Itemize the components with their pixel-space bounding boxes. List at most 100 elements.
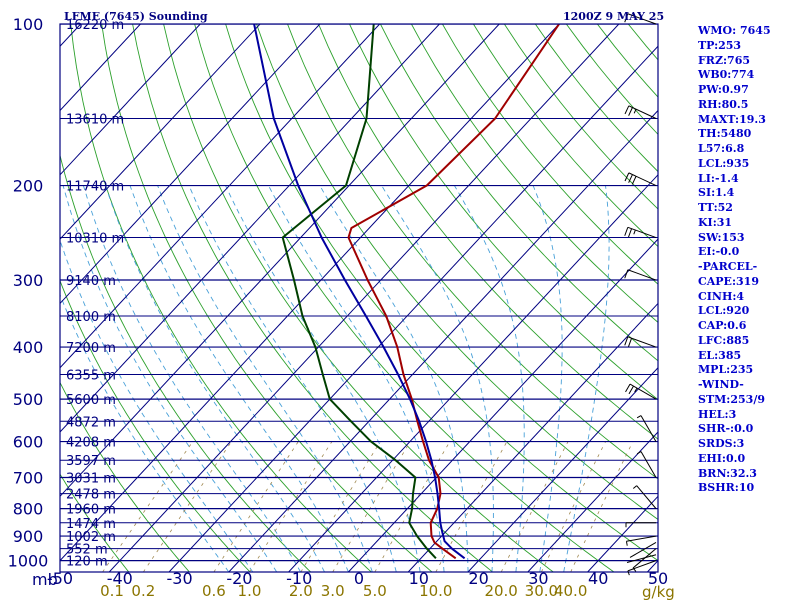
moist-adiabat-line [62,185,278,572]
mixing-ratio-line [213,441,299,572]
isotherm-line [60,24,560,562]
mixing-ratio-line [332,441,411,572]
moist-adiabat-line [157,185,373,572]
pressure-unit-label: mb [32,570,58,589]
mixing-ratio-tick-label: 0.2 [131,582,155,600]
dry-adiabat-line [60,381,190,572]
index-row: LCL:920 [698,304,750,318]
wind-barb-staff [627,560,657,572]
temperature-tick-label: 0 [354,569,364,588]
index-row: RH:80.5 [698,97,749,111]
wind-barb-flag [624,227,629,236]
wind-barb-half-flag [632,485,638,489]
wind-barb-flag [624,172,630,182]
temperature-tick-label: 40 [588,569,608,588]
dry-adiabat-line [256,24,658,520]
pressure-tick-label: 500 [13,390,44,409]
wind-barb-flag [624,269,629,279]
wind-barb-flag [631,176,637,185]
isotherm-line [60,24,440,433]
chart-title-time: 1200Z 9 MAY 25 [563,10,664,23]
temperature-tick-label: -20 [226,569,252,588]
pressure-tick-label: 300 [13,271,44,290]
wind-barb [625,383,657,400]
index-row: LCL:935 [698,156,750,170]
wind-barb-flag [628,107,633,116]
wind-barb-staff [629,383,657,400]
index-row: L57:6.8 [698,142,745,155]
wind-barb-flag [624,105,630,115]
wind-barb-staff [632,548,657,569]
isotherm-line [407,302,658,572]
wind-barb [629,542,657,558]
moist-adiabat-line [188,185,397,572]
index-row: HEL:3 [698,407,737,421]
height-level-label: 1960 m [66,503,116,518]
dry-adiabat-line [318,24,658,440]
pressure-tick-label: 200 [13,177,44,196]
dry-adiabat-line [60,473,130,572]
wind-barb [632,485,657,509]
index-row: TP:253 [698,38,742,52]
mixing-ratio-tick-label: 30.0 [525,582,558,600]
temperature-tick-label: 50 [648,569,668,588]
wind-barb [624,13,657,25]
moist-adiabat-line [82,185,301,572]
isotherm-line [228,109,658,572]
wind-barb-staff [627,226,657,239]
dry-adiabat-line [349,24,658,401]
isotherm-line [60,24,261,240]
dry-adiabat-line [132,24,493,572]
pressure-tick-label: 800 [13,500,44,519]
wind-barb [636,415,657,442]
isotherm-line [108,24,620,572]
moist-adiabat-line [381,185,494,572]
index-row: WMO: 7645 [698,24,771,37]
index-row: SHR-:0.0 [698,422,754,436]
index-row: MAXT:19.3 [698,112,766,126]
index-row: CINH:4 [698,289,745,303]
height-level-label: 4208 m [66,436,116,451]
height-level-label: 9140 m [66,274,116,289]
pressure-tick-label: 700 [13,469,44,488]
dry-adiabat-line [225,24,658,562]
mixing-ratio-tick-label: 1.0 [238,582,262,600]
height-level-label: 16220 m [66,18,124,33]
index-row: TT:52 [698,201,733,214]
wind-barb [624,336,657,348]
wind-barb-half-flag [634,387,638,393]
index-row: EI:-0.0 [698,245,740,259]
temperature-tick-label: -50 [47,569,73,588]
isotherm-line [168,45,658,572]
index-row: MPL:235 [698,363,754,377]
wind-barb-half-flag [636,415,642,419]
isotherm-line [60,24,500,498]
wind-barb-flag [628,385,634,395]
height-level-label: 1474 m [66,517,116,532]
isotherm-line [60,24,381,369]
moist-adiabat-line [454,185,525,572]
wind-barb [624,226,657,239]
parcel-profile-line [253,24,466,560]
mixing-ratio-line [300,441,381,572]
dry-adiabat-line [163,24,554,572]
pressure-tick-label: 400 [13,338,44,357]
dry-adiabat-line [60,153,312,572]
wind-barb-flag [625,383,631,393]
pressure-tick-label: 600 [13,433,44,452]
mixing-ratio-tick-label: 2.0 [289,582,313,600]
wind-barb-flag [628,228,633,238]
moist-adiabat-line [60,293,230,572]
dry-adiabat-line [411,24,658,323]
temperature-tick-label: -10 [286,569,312,588]
wind-barb [632,548,657,572]
index-row: KI:31 [698,215,733,229]
height-level-label: 2478 m [66,488,116,503]
index-row: CAPE:319 [698,274,759,288]
pressure-tick-label: 900 [13,527,44,546]
wind-barb-half-flag [636,451,642,455]
moist-adiabat-line [129,185,349,572]
dewpoint-profile-line [281,24,437,559]
